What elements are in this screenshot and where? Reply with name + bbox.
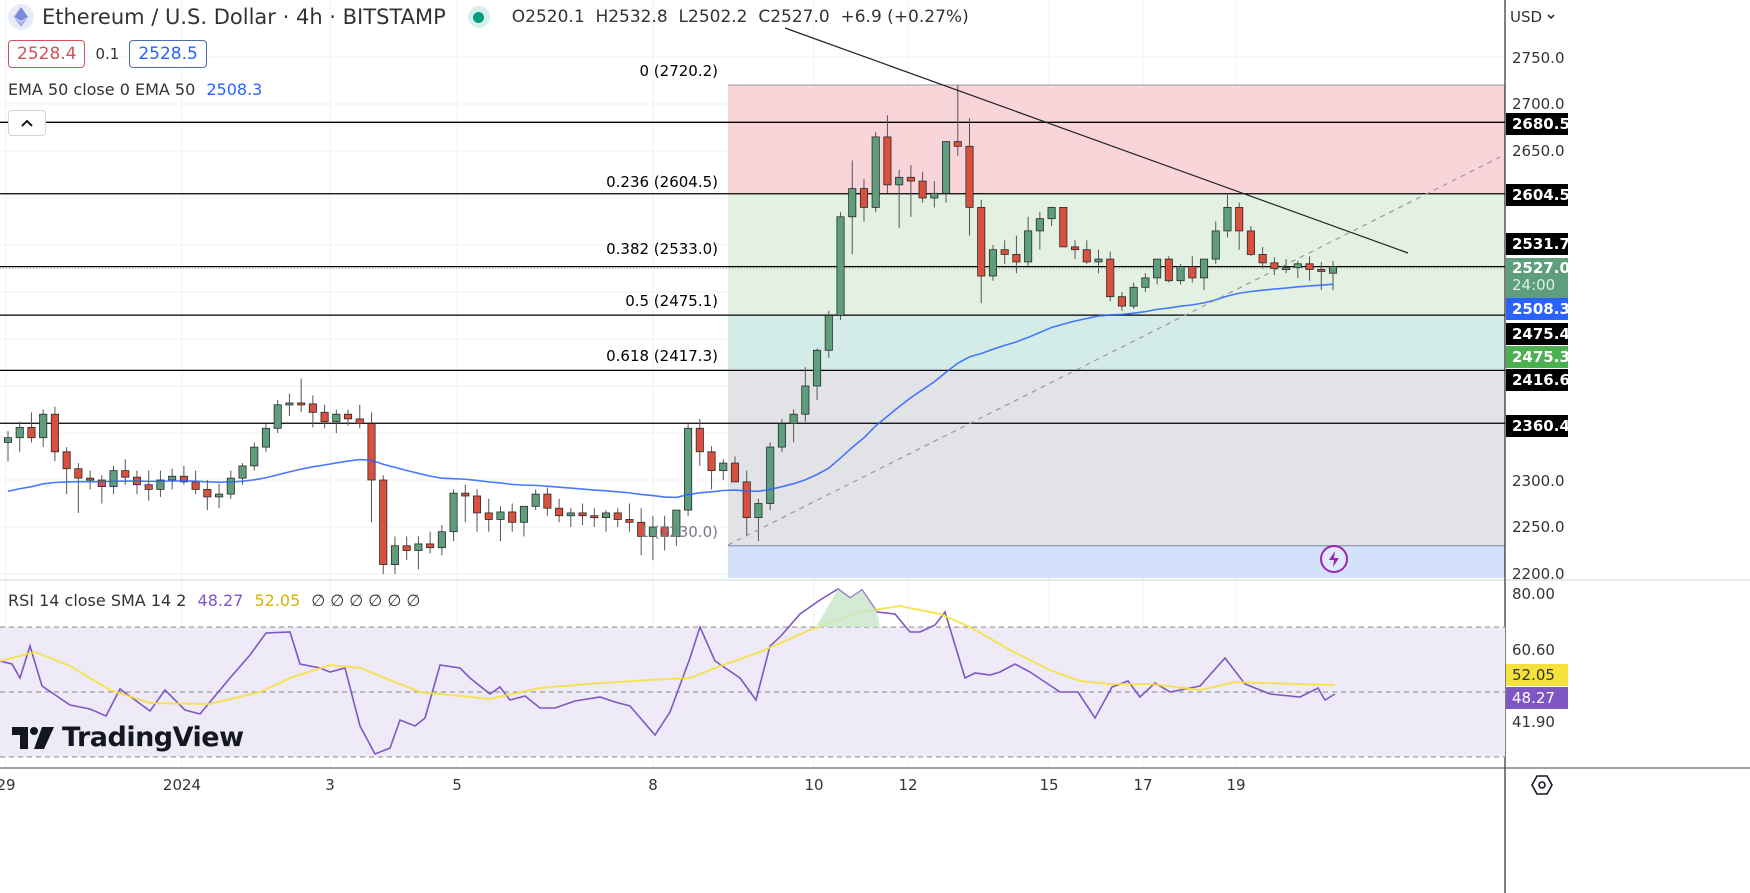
chevron-up-icon (21, 119, 33, 127)
tradingview-icon (12, 726, 54, 749)
rsi-legend[interactable]: RSI 14 close SMA 14 2 48.27 52.05 ∅ ∅ ∅ … (8, 591, 420, 610)
rsi-value: 48.27 (197, 591, 244, 610)
currency-label: USD (1510, 8, 1543, 26)
open-value: O2520.1 (511, 7, 585, 27)
close-value: C2527.0 (758, 7, 830, 27)
price-tag-line: 2360.4 (1506, 415, 1570, 437)
time-tick: 15 (1039, 776, 1059, 794)
logo-text: TradingView (62, 722, 244, 753)
ethereum-icon (8, 4, 34, 30)
low-value: L2502.2 (678, 7, 748, 27)
price-tag-fib-0236: 2604.5 (1506, 184, 1570, 206)
chart-settings-button[interactable] (1530, 773, 1554, 797)
ema-label: EMA 50 close 0 EMA 50 (8, 80, 196, 99)
price-tag-fib: 2475.3 (1506, 346, 1570, 368)
last-price: 2527.0 (1512, 259, 1570, 277)
rsi-extra-values: ∅ ∅ ∅ ∅ ∅ ∅ (311, 591, 421, 610)
time-tick: 29 (0, 776, 16, 794)
symbol-title[interactable]: Ethereum / U.S. Dollar · 4h · BITSTAMP (42, 5, 446, 29)
time-tick: 8 (648, 776, 658, 794)
rsi-tick: 41.90 (1512, 713, 1555, 731)
price-tick: 2650.0 (1512, 142, 1565, 160)
rsi-label: RSI 14 close SMA 14 2 (8, 591, 187, 610)
time-tick: 3 (325, 776, 335, 794)
change-value: +6.9 (+0.27%) (840, 7, 969, 27)
high-value: H2532.8 (595, 7, 668, 27)
ema-legend[interactable]: EMA 50 close 0 EMA 50 2508.3 (8, 80, 262, 99)
lightning-icon (1329, 551, 1339, 567)
bar-countdown: 24:00 (1512, 276, 1556, 294)
tradingview-logo[interactable]: TradingView (12, 722, 244, 753)
market-open-icon (467, 6, 490, 28)
fib-label-0: 0 (2720.2) (639, 62, 718, 80)
price-tick: 2250.0 (1512, 518, 1565, 536)
price-tag-last: 2527.0 24:00 (1506, 258, 1570, 298)
fib-label-0618: 0.618 (2417.3) (606, 347, 718, 365)
price-tick: 2300.0 (1512, 472, 1565, 490)
fib-label-0236: 0.236 (2604.5) (606, 173, 718, 191)
time-tick: 19 (1226, 776, 1246, 794)
ohlc-values: O2520.1 H2532.8 L2502.2 C2527.0 +6.9 (+0… (512, 7, 969, 27)
spread-value: 0.1 (95, 45, 120, 63)
fib-label-0382: 0.382 (2533.0) (606, 240, 718, 258)
time-tick: 5 (452, 776, 462, 794)
currency-select[interactable]: USD (1510, 4, 1560, 30)
chevron-down-icon (1547, 14, 1555, 20)
collapse-legend-button[interactable] (8, 110, 46, 136)
rsi-sma-tag: 52.05 (1506, 664, 1568, 686)
price-tag-line: 2680.5 (1506, 113, 1570, 135)
rsi-value-tag: 48.27 (1506, 687, 1568, 709)
rsi-sma-value: 52.05 (254, 591, 301, 610)
buy-sell-panel: 2528.4 0.1 2528.5 (8, 40, 207, 68)
price-tag-line: 2475.4 (1506, 323, 1570, 345)
time-tick: 17 (1133, 776, 1153, 794)
sell-button[interactable]: 2528.4 (8, 40, 86, 68)
alert-flash-button[interactable] (1320, 545, 1348, 573)
price-tick: 2200.0 (1512, 565, 1565, 583)
time-tick: 10 (804, 776, 824, 794)
price-tag-trendline: 2531.7 (1506, 233, 1570, 255)
fib-label-05: 0.5 (2475.1) (625, 292, 718, 310)
ema-value: 2508.3 (206, 80, 263, 99)
price-tag-line: 2416.6 (1506, 369, 1570, 391)
buy-button[interactable]: 2528.5 (129, 40, 207, 68)
time-tick: 2024 (162, 776, 202, 794)
price-tick: 2700.0 (1512, 95, 1565, 113)
gear-icon (1531, 775, 1553, 795)
rsi-tick: 80.00 (1512, 585, 1555, 603)
symbol-legend: Ethereum / U.S. Dollar · 4h · BITSTAMP O… (8, 4, 969, 30)
rsi-tick: 60.60 (1512, 641, 1555, 659)
price-tick: 2750.0 (1512, 49, 1565, 67)
time-tick: 12 (898, 776, 918, 794)
fib-label-1: 1 (2230.0) (639, 523, 718, 541)
price-tag-ema: 2508.3 (1506, 298, 1570, 320)
